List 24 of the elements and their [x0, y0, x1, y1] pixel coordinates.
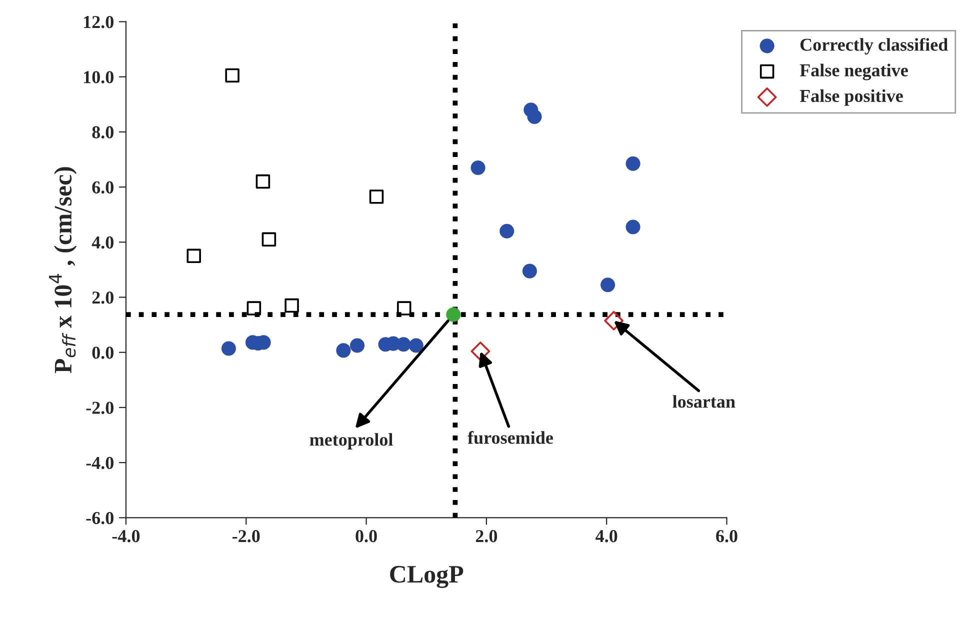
y-axis-title: P$_{eff}$ x 10$^{4}$ , (cm/sec): [49, 167, 77, 374]
y-tick-label: 0.0: [92, 346, 114, 359]
y-tick-label: 12.0: [84, 16, 114, 28]
y-tick-label: -2.0: [86, 402, 114, 414]
x-axis-title: CLogP: [390, 566, 464, 588]
legend-label: False negative: [800, 64, 908, 80]
x-tick-label: -4.0: [112, 530, 140, 542]
y-tick-label: 2.0: [92, 292, 114, 304]
y-tick-label: 4.0: [92, 236, 114, 249]
x-tick-label: -2.0: [232, 530, 260, 542]
y-tick-label: 10.0: [84, 71, 114, 84]
x-tick-label: 6.0: [716, 530, 738, 542]
annotation: furosemide: [468, 430, 553, 444]
x-tick-label: 0.0: [356, 530, 377, 542]
annotation: losartan: [672, 395, 736, 408]
y-tick-label: 8.0: [92, 126, 114, 138]
legend-label: False positive: [800, 89, 903, 106]
legend-label: Correctly classified: [800, 38, 948, 55]
annotation: metoprolol: [310, 433, 393, 450]
y-tick-label: 6.0: [92, 181, 114, 194]
y-tick-label: -6.0: [86, 512, 114, 524]
x-tick-label: 2.0: [476, 530, 498, 542]
x-tick-label: 4.0: [596, 530, 618, 542]
y-tick-label: -4.0: [86, 456, 114, 470]
